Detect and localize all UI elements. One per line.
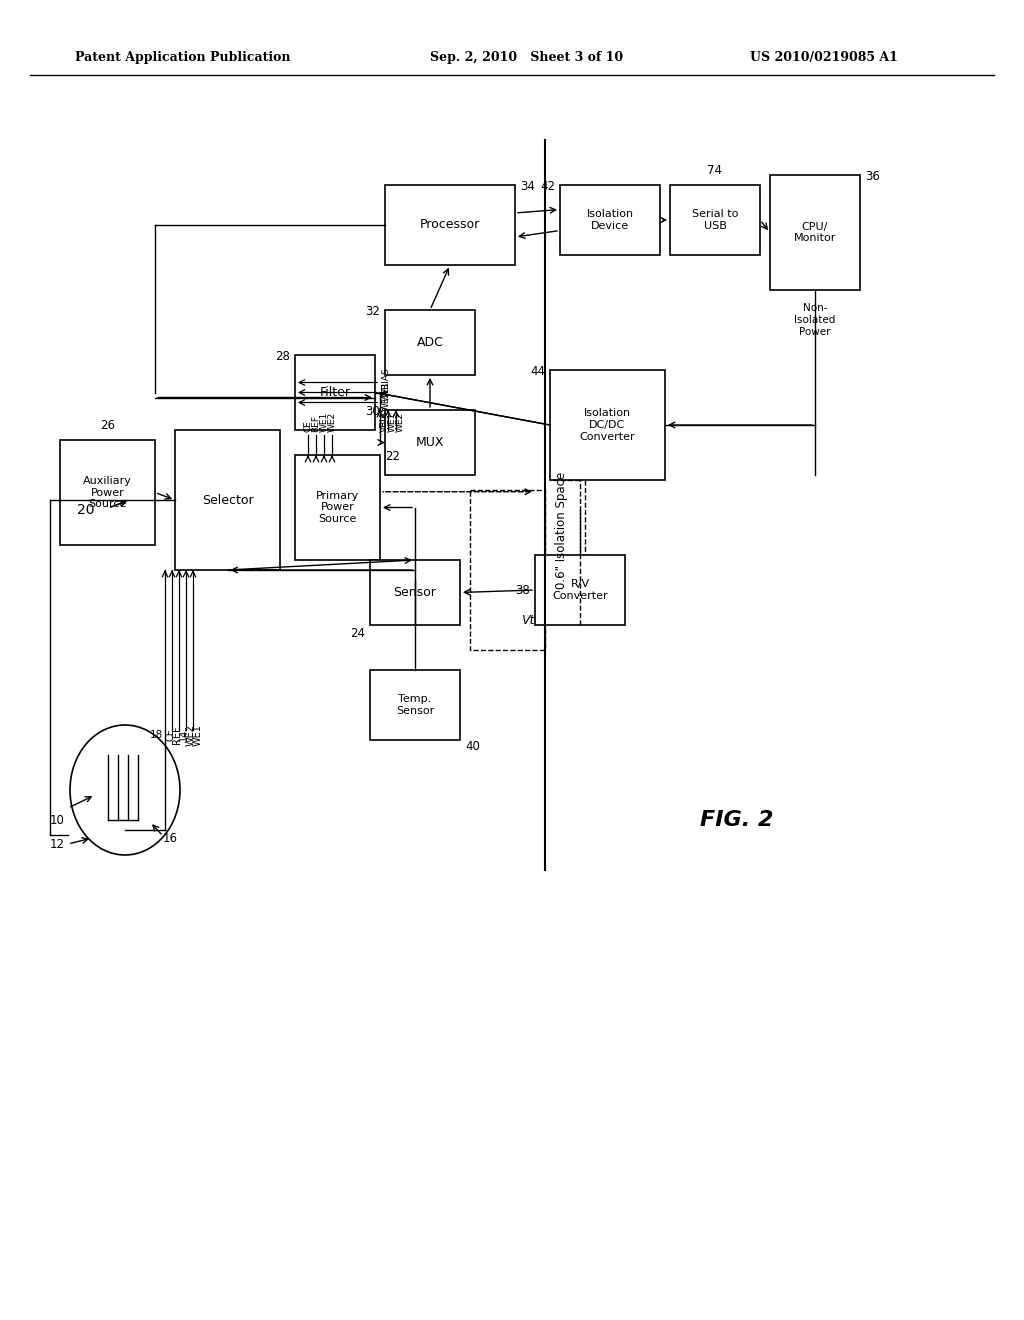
Bar [370,671,460,741]
Text: 22: 22 [385,450,400,463]
Text: 20: 20 [78,503,95,517]
Bar [550,370,665,480]
Text: Non-
Isolated
Power: Non- Isolated Power [795,304,836,337]
Bar [175,430,280,570]
Text: 38: 38 [515,583,530,597]
Text: 12: 12 [50,838,65,851]
Text: Isolation
DC/DC
Converter: Isolation DC/DC Converter [580,408,635,442]
Text: 44: 44 [530,366,545,378]
Text: WE2: WE2 [328,412,337,432]
Text: CE: CE [165,729,175,742]
Text: 26: 26 [100,418,115,432]
Text: Filter: Filter [319,385,350,399]
Text: 36: 36 [865,170,880,183]
Bar [535,554,625,624]
Text: CPU/
Monitor: CPU/ Monitor [794,222,837,243]
Text: Vt: Vt [521,614,535,627]
Text: 24: 24 [350,627,365,640]
Bar [295,355,375,430]
Bar [385,411,475,475]
Text: Selector: Selector [202,494,253,507]
Text: R/V
Converter: R/V Converter [552,579,608,601]
Text: REF: REF [172,726,182,744]
Bar [470,490,545,649]
Text: 40: 40 [465,741,480,752]
Text: WE1: WE1 [193,725,203,746]
Text: VBIAS: VBIAS [380,405,389,432]
Text: WE2: WE2 [396,412,406,432]
Text: WE2: WE2 [382,391,391,411]
Text: WE1: WE1 [319,412,329,432]
Text: WE1: WE1 [382,380,391,401]
Text: 30: 30 [366,405,380,418]
Text: 10: 10 [50,813,65,826]
Bar [370,560,460,624]
Text: VBIAS: VBIAS [382,367,391,393]
Text: Serial to
USB: Serial to USB [692,209,738,231]
Bar [560,185,660,255]
Bar [385,185,515,265]
Text: 32: 32 [366,305,380,318]
Text: Isolation
Device: Isolation Device [587,209,634,231]
Text: 18: 18 [150,730,163,741]
Text: 34: 34 [520,180,535,193]
Text: FIG. 2: FIG. 2 [700,810,773,830]
Text: 28: 28 [275,350,290,363]
Text: 16: 16 [163,832,178,845]
Text: 0.6" Isolation Space: 0.6" Isolation Space [555,471,568,589]
Bar [60,440,155,545]
Bar [295,455,380,560]
Bar [385,310,475,375]
Text: 42: 42 [540,180,555,193]
Text: 74: 74 [708,164,723,177]
Text: Primary
Power
Source: Primary Power Source [315,491,359,524]
Text: ADC: ADC [417,337,443,348]
Text: US 2010/0219085 A1: US 2010/0219085 A1 [750,51,898,65]
Ellipse shape [70,725,180,855]
Text: Auxiliary
Power
Source: Auxiliary Power Source [83,477,132,510]
Text: Temp.
Sensor: Temp. Sensor [396,694,434,715]
Text: Sep. 2, 2010   Sheet 3 of 10: Sep. 2, 2010 Sheet 3 of 10 [430,51,624,65]
Text: Patent Application Publication: Patent Application Publication [75,51,291,65]
Text: CE: CE [303,420,312,432]
Text: Sensor: Sensor [393,586,436,599]
Bar [770,176,860,290]
Bar [670,185,760,255]
Text: WE1: WE1 [388,412,397,432]
Text: WE2: WE2 [186,723,196,746]
Text: MUX: MUX [416,436,444,449]
Text: REF: REF [311,414,321,432]
Text: Processor: Processor [420,219,480,231]
Text: 14: 14 [179,729,189,741]
